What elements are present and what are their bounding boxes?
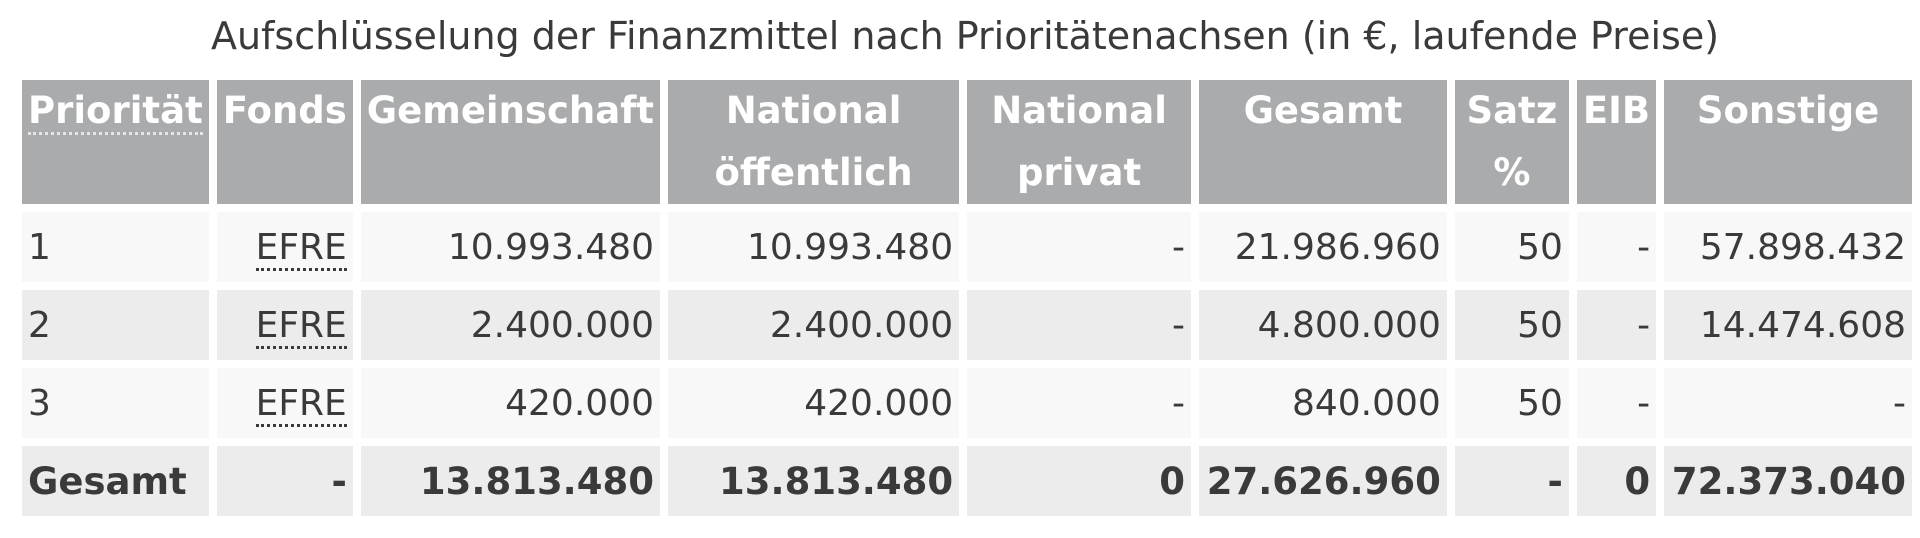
cell-national-oeffentlich: 2.400.000: [667, 290, 960, 360]
cell-eib: -: [1576, 368, 1657, 438]
cell-gesamt: 21.986.960: [1199, 212, 1447, 282]
header-sonstige-label: Sonstige: [1696, 89, 1880, 132]
cell-gemeinschaft: 10.993.480: [360, 212, 660, 282]
cell-satz: 50: [1454, 290, 1569, 360]
table-caption: Aufschlüsselung der Finanzmittel nach Pr…: [210, 14, 1720, 58]
total-fonds: -: [216, 446, 353, 516]
cell-national-oeffentlich: 420.000: [667, 368, 960, 438]
cell-gemeinschaft: 420.000: [360, 368, 660, 438]
fonds-link[interactable]: EFRE: [255, 304, 347, 349]
header-satz: Satz %: [1454, 80, 1569, 204]
cell-national-privat: -: [967, 368, 1191, 438]
cell-gesamt: 840.000: [1199, 368, 1447, 438]
header-prioritaet: Priorität: [22, 80, 209, 204]
cell-sonstige: 57.898.432: [1664, 212, 1912, 282]
fonds-link[interactable]: EFRE: [255, 226, 347, 271]
header-row: Priorität Fonds Gemeinschaft National öf…: [22, 80, 1912, 204]
header-national-oeffentlich: National öffentlich: [667, 80, 960, 204]
cell-gemeinschaft: 2.400.000: [360, 290, 660, 360]
total-gemeinschaft: 13.813.480: [360, 446, 660, 516]
header-national-oeffentlich-line1: National: [725, 89, 902, 132]
total-sonstige: 72.373.040: [1664, 446, 1912, 516]
fonds-link[interactable]: EFRE: [255, 382, 347, 427]
cell-prioritaet: 2: [22, 290, 209, 360]
header-fonds-label: Fonds: [222, 89, 347, 132]
cell-sonstige: 14.474.608: [1664, 290, 1912, 360]
header-gesamt-label: Gesamt: [1243, 89, 1403, 132]
finance-table: Priorität Fonds Gemeinschaft National öf…: [14, 72, 1920, 524]
cell-national-privat: -: [967, 212, 1191, 282]
header-prioritaet-label: Priorität: [28, 89, 203, 135]
cell-fonds: EFRE: [216, 368, 353, 438]
cell-eib: -: [1576, 290, 1657, 360]
header-eib-label: EIB: [1582, 89, 1651, 132]
cell-gesamt: 4.800.000: [1199, 290, 1447, 360]
header-national-oeffentlich-line2: öffentlich: [714, 151, 913, 194]
table-row: 3 EFRE 420.000 420.000 - 840.000 50 - -: [22, 368, 1912, 438]
total-satz: -: [1454, 446, 1569, 516]
cell-fonds: EFRE: [216, 212, 353, 282]
header-gesamt: Gesamt: [1199, 80, 1447, 204]
header-national-privat-line1: National: [991, 89, 1167, 132]
table-row: 1 EFRE 10.993.480 10.993.480 - 21.986.96…: [22, 212, 1912, 282]
cell-sonstige: -: [1664, 368, 1912, 438]
header-eib: EIB: [1576, 80, 1657, 204]
header-satz-line2: %: [1493, 151, 1531, 194]
total-eib: 0: [1576, 446, 1657, 516]
cell-national-oeffentlich: 10.993.480: [667, 212, 960, 282]
cell-prioritaet: 3: [22, 368, 209, 438]
header-national-privat-line2: privat: [1016, 151, 1142, 194]
header-fonds: Fonds: [216, 80, 353, 204]
total-gesamt: 27.626.960: [1199, 446, 1447, 516]
total-national-oeffentlich: 13.813.480: [667, 446, 960, 516]
cell-national-privat: -: [967, 290, 1191, 360]
cell-satz: 50: [1454, 212, 1569, 282]
total-national-privat: 0: [967, 446, 1191, 516]
cell-eib: -: [1576, 212, 1657, 282]
header-national-privat: National privat: [967, 80, 1191, 204]
cell-fonds: EFRE: [216, 290, 353, 360]
cell-prioritaet: 1: [22, 212, 209, 282]
header-satz-line1: Satz: [1466, 89, 1558, 132]
header-gemeinschaft-label: Gemeinschaft: [366, 89, 654, 132]
table-row: 2 EFRE 2.400.000 2.400.000 - 4.800.000 5…: [22, 290, 1912, 360]
header-gemeinschaft: Gemeinschaft: [360, 80, 660, 204]
header-sonstige: Sonstige: [1664, 80, 1912, 204]
total-row: Gesamt - 13.813.480 13.813.480 0 27.626.…: [22, 446, 1912, 516]
cell-satz: 50: [1454, 368, 1569, 438]
total-prioritaet: Gesamt: [22, 446, 209, 516]
